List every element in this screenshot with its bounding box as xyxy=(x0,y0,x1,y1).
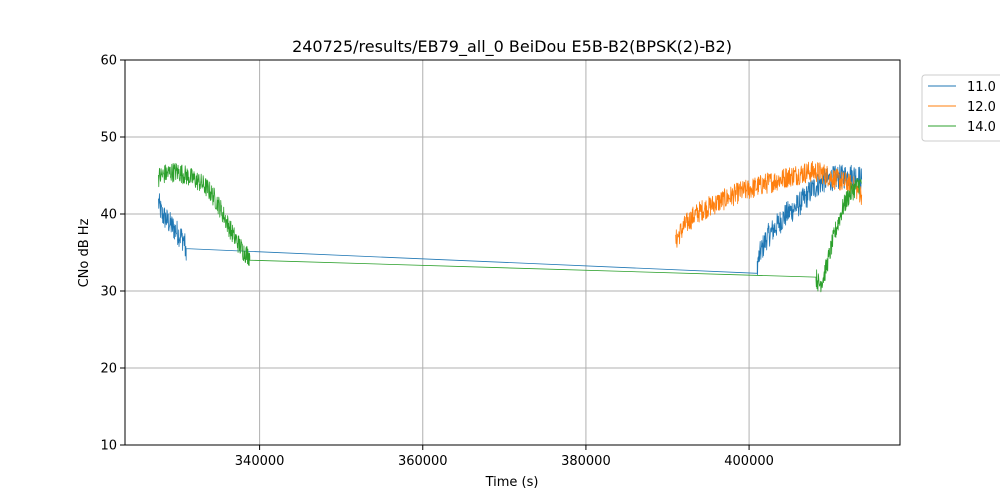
y-tick-label: 30 xyxy=(100,285,117,300)
legend-entry: 14.0 xyxy=(967,120,996,135)
x-tick-label: 360000 xyxy=(398,454,448,469)
plot-area xyxy=(158,160,863,293)
axis-ticks: 340000 360000 380000 400000 10 20 30 40 50 60 xyxy=(100,54,773,470)
x-tick-label: 380000 xyxy=(561,454,611,469)
y-tick-label: 50 xyxy=(100,131,117,146)
legend-entry: 12.0 xyxy=(967,100,996,115)
y-axis-label: CNo dB Hz xyxy=(77,218,92,287)
legend-frame xyxy=(921,74,1000,142)
x-tick-label: 400000 xyxy=(724,454,774,469)
series-line-12-0 xyxy=(675,160,863,248)
x-tick-label: 340000 xyxy=(235,454,285,469)
y-tick-label: 40 xyxy=(100,208,117,223)
legend-entry: 11.0 xyxy=(967,80,996,95)
grid xyxy=(125,59,900,446)
axes-frame xyxy=(124,59,901,446)
chart-title: 240725/results/EB79_all_0 BeiDou E5B-B2(… xyxy=(292,37,732,57)
x-axis-label: Time (s) xyxy=(485,475,539,490)
series-line-14-0 xyxy=(158,162,862,293)
series-line-11-0 xyxy=(158,164,863,276)
legend: 11.0 12.0 14.0 xyxy=(921,74,1000,142)
y-tick-label: 10 xyxy=(100,439,117,454)
y-tick-label: 60 xyxy=(100,54,117,69)
y-tick-label: 20 xyxy=(100,362,117,377)
